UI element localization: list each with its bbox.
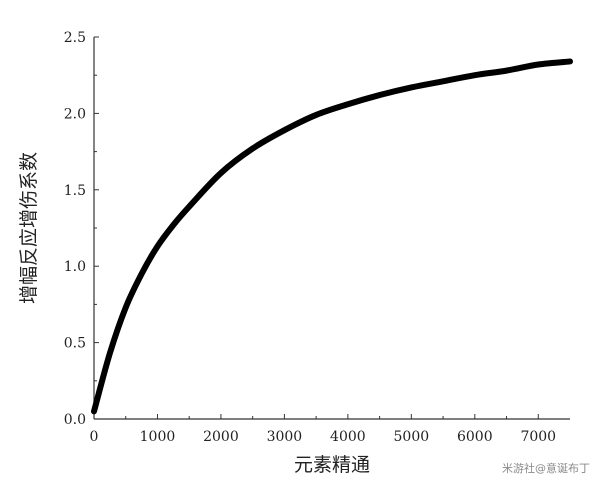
series-line: [91, 58, 573, 415]
series-layer: [91, 58, 573, 415]
x-tick-label: 4000: [330, 429, 366, 445]
x-tick-label: 3000: [267, 429, 303, 445]
x-tick-label: 6000: [457, 429, 493, 445]
y-tick-label: 0.5: [64, 336, 86, 352]
x-tick-label: 5000: [394, 429, 430, 445]
x-tick-label: 7000: [520, 429, 556, 445]
x-tick-label: 2000: [203, 429, 239, 445]
watermark-text: 米游社@意诞布丁: [502, 462, 590, 475]
x-axis-title: 元素精通: [294, 454, 370, 476]
y-axis-title: 增幅反应增伤系数: [18, 152, 40, 304]
y-tick-label: 1.0: [64, 259, 86, 275]
x-tick-label: 0: [90, 429, 99, 445]
x-tick-label: 1000: [140, 429, 176, 445]
y-tick-label: 2.0: [64, 106, 86, 122]
y-tick-label: 0.0: [64, 412, 86, 428]
y-tick-label: 1.5: [64, 183, 86, 199]
y-tick-label: 2.5: [64, 30, 86, 46]
ticks: 0 1000 2000 3000 4000 5000 6000 7000 0.0 0.5 1.0 1.…: [64, 30, 556, 445]
axes: [93, 37, 570, 420]
